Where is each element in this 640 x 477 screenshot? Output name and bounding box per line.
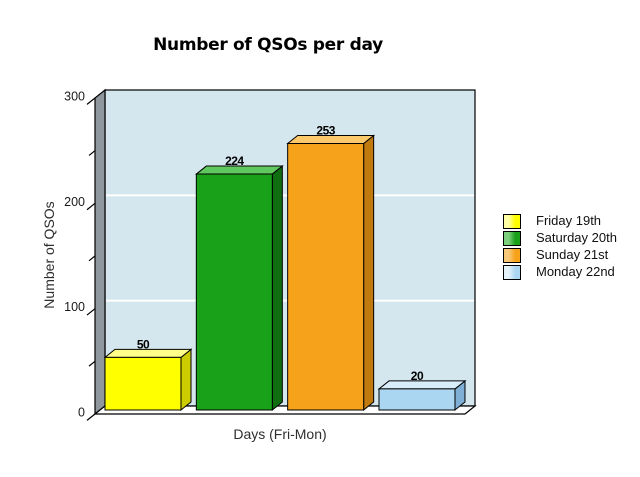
legend-item-friday-19th: Friday 19th	[503, 213, 617, 229]
legend-swatch	[503, 230, 521, 246]
legend-label: Friday 19th	[536, 213, 602, 228]
legend-swatch	[503, 213, 521, 229]
y-axis-major-tick	[86, 202, 96, 211]
legend-swatch	[503, 247, 521, 263]
y-axis-major-tick	[86, 308, 96, 316]
chart-title: Number of QSOs per day	[153, 35, 383, 55]
y-axis-minor-tick	[88, 150, 96, 156]
y-axis-title: Number of QSOs	[41, 201, 57, 309]
bar-value-label: 253	[316, 124, 335, 138]
y-axis-major-tick	[86, 97, 96, 105]
y-axis-major-tick	[86, 413, 96, 421]
bar-side-face	[180, 348, 192, 412]
legend-swatch	[503, 264, 521, 280]
bar-value-label: 20	[411, 369, 424, 383]
y-tick-label: 0	[78, 406, 85, 420]
legend-item-monday-22nd: Monday 22nd	[503, 264, 617, 280]
legend-label: Saturday 20th	[536, 230, 617, 245]
y-tick-label: 300	[64, 90, 85, 104]
bar-front-face	[378, 388, 456, 411]
bar-front-face	[195, 173, 273, 411]
y-tick-label: 100	[64, 300, 85, 314]
legend-label: Sunday 21st	[536, 247, 609, 262]
legend-item-saturday-20th: Saturday 20th	[503, 230, 617, 246]
y-tick-label: 200	[64, 195, 85, 209]
y-axis-minor-tick	[88, 360, 96, 367]
bar-monday-22nd	[377, 379, 467, 412]
x-axis-title: Days (Fri-Mon)	[233, 426, 327, 442]
plot-left-wall	[94, 88, 106, 416]
legend-item-sunday-21st: Sunday 21st	[503, 247, 617, 263]
y-axis-minor-tick	[88, 255, 96, 262]
bar-front-face	[104, 356, 182, 411]
bar-sunday-21st	[286, 134, 376, 412]
bar-saturday-20th	[194, 165, 284, 412]
legend-label: Monday 22nd	[536, 264, 615, 279]
bar-side-face	[363, 134, 375, 412]
bar-front-face	[287, 143, 365, 411]
bar-friday-19th	[103, 348, 193, 412]
bar-value-label: 50	[137, 337, 150, 351]
bar-side-face	[271, 165, 283, 412]
bar-value-label: 224	[225, 154, 244, 168]
legend: Friday 19th Saturday 20th Sunday 21st Monda…	[503, 213, 617, 280]
